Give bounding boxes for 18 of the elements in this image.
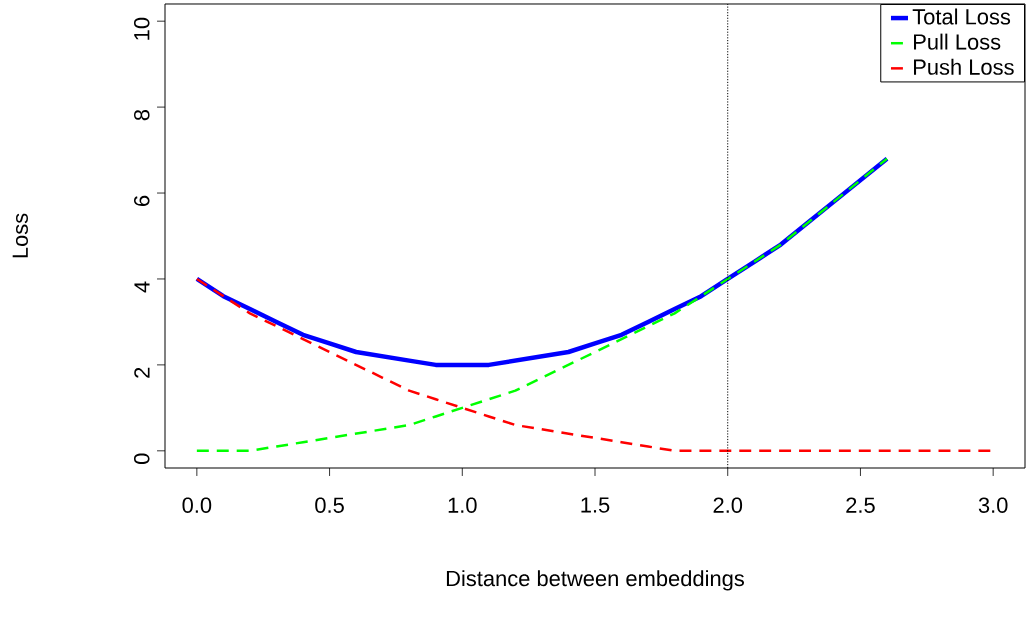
x-tick-label: 1.5 xyxy=(581,497,610,513)
y-tick-label: 4 xyxy=(134,281,150,293)
y-tick-label: 8 xyxy=(134,109,150,121)
x-tick-label: 0.0 xyxy=(182,497,212,513)
y-tick-label: 6 xyxy=(134,195,150,206)
y-tick-label: 2 xyxy=(134,367,150,378)
y-tick-label: 10 xyxy=(134,17,150,40)
legend-label: Pull Loss xyxy=(914,33,1001,50)
x-tick-label: 0.5 xyxy=(315,497,344,513)
y-tick-label: 0 xyxy=(134,453,150,465)
legend-label: Total Loss xyxy=(912,8,1011,25)
x-tick-label: 3.0 xyxy=(978,497,1008,513)
x-axis-title: Distance between embeddings xyxy=(446,570,745,591)
legend-label: Push Loss xyxy=(914,58,1014,75)
x-tick-label: 1.0 xyxy=(448,497,477,513)
x-tick-label: 2.0 xyxy=(713,497,743,513)
y-axis-title: Loss xyxy=(12,213,28,258)
x-tick-label: 2.5 xyxy=(846,497,875,513)
